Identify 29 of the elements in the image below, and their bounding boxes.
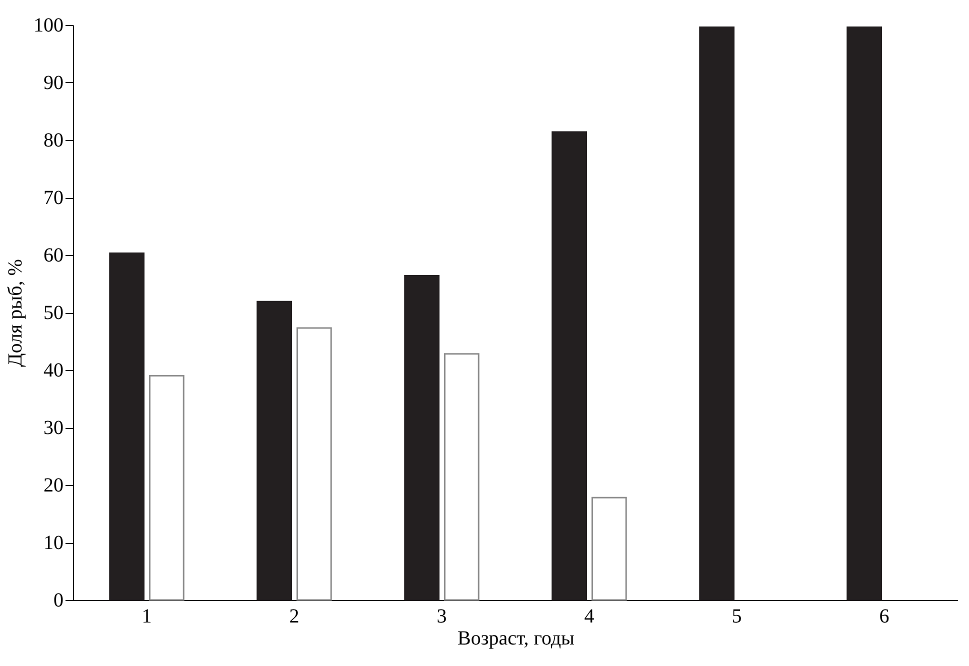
x-tick-label: 4 [584, 606, 594, 628]
bar [444, 353, 480, 601]
bar [296, 327, 332, 601]
y-tick-label: 0 [54, 590, 64, 612]
bar [591, 496, 627, 601]
x-tick-label: 2 [289, 606, 300, 628]
x-tick-label: 3 [436, 606, 447, 628]
y-tick-label: 20 [44, 474, 64, 496]
y-tick-label: 80 [44, 130, 64, 152]
bar [256, 300, 292, 601]
y-tick-label: 40 [44, 360, 64, 382]
y-tick-label: 10 [44, 532, 64, 554]
x-tick-label: 1 [142, 606, 152, 628]
y-tick-label: 30 [44, 417, 64, 439]
y-axis-title: Доля рыб, % [4, 259, 26, 367]
x-axis-title: Возраст, годы [458, 628, 574, 650]
bar [404, 274, 440, 601]
bar [846, 26, 882, 601]
y-tick-label: 100 [34, 14, 64, 36]
bar [109, 252, 145, 601]
bar [699, 26, 735, 601]
x-tick-label: 5 [732, 606, 742, 628]
bar [552, 131, 588, 601]
y-tick-label: 70 [44, 187, 64, 209]
y-tick-label: 60 [44, 244, 64, 266]
y-tick-label: 50 [44, 302, 64, 324]
x-tick-label: 6 [879, 606, 890, 628]
bar [148, 375, 184, 601]
y-tick-label: 90 [44, 72, 64, 94]
